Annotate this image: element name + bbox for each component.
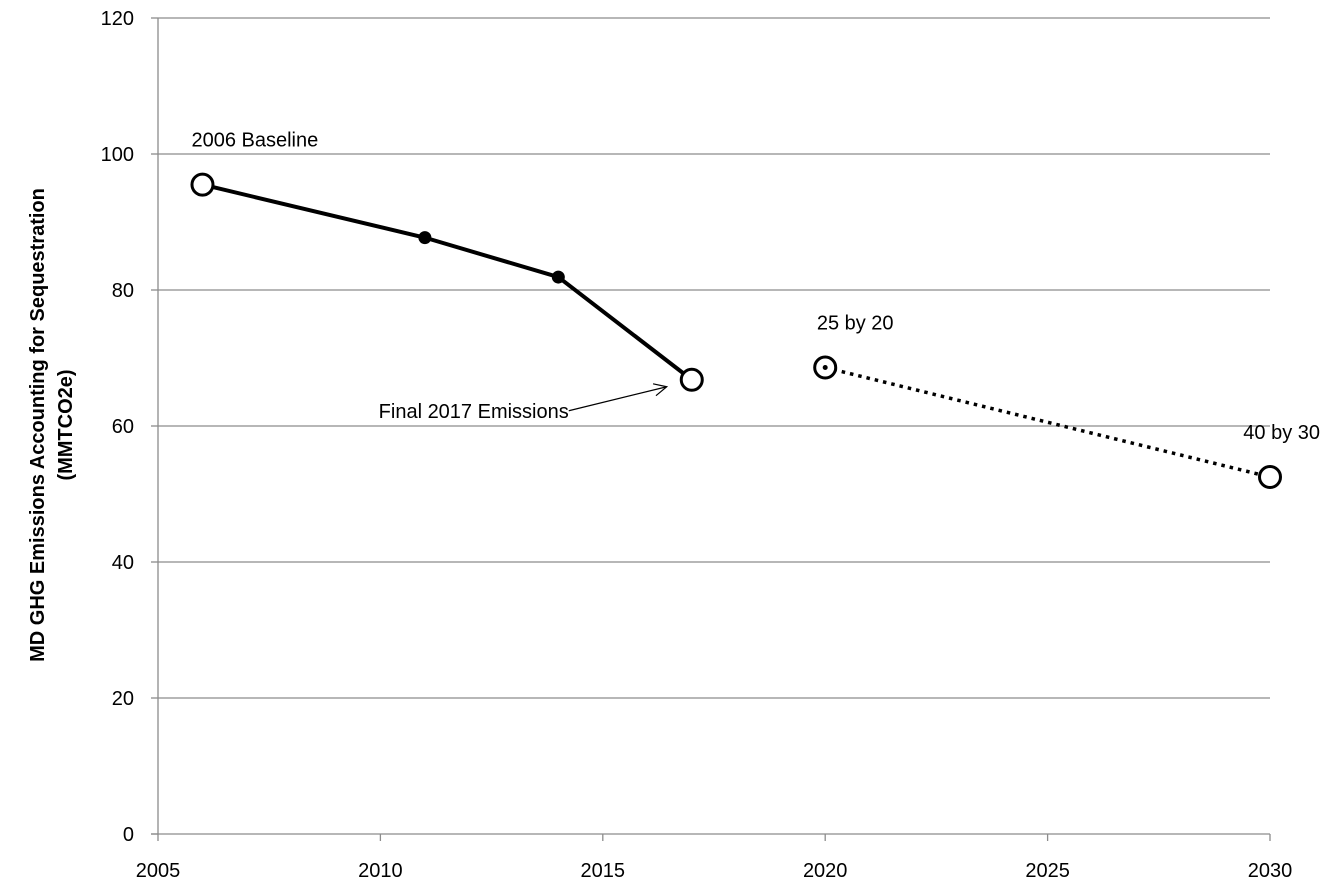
y-axis-label: MD GHG Emissions Accounting for Sequestr… <box>27 188 49 662</box>
series-1-point-2011 <box>418 231 432 245</box>
y-axis-unit-label: (MMTCO2e) <box>55 369 77 480</box>
annotation-final-2017-emissions: Final 2017 Emissions <box>379 401 569 423</box>
x-tick-label-2010: 2010 <box>358 860 403 882</box>
y-tick-label-60: 60 <box>112 416 134 438</box>
series-2-point-2020-center <box>822 365 828 371</box>
annotations: 2006 Baseline 25 by 20 40 by 30 Final 2017 … <box>191 130 1320 444</box>
y-tick-label-40: 40 <box>112 552 134 574</box>
annotation-2006-baseline: 2006 Baseline <box>191 130 318 152</box>
annotation-final-2017-emissions-arrow-head <box>652 383 669 397</box>
axes <box>151 17 1271 841</box>
x-tick-label-2020: 2020 <box>803 860 848 882</box>
series-2-line <box>824 365 1271 479</box>
annotation-40-by-30: 40 by 30 <box>1243 422 1320 444</box>
x-tick-labels: 2005 2010 2015 2020 2025 2030 <box>136 860 1293 882</box>
x-tick-label-2025: 2025 <box>1025 860 1070 882</box>
y-tick-label-20: 20 <box>112 688 134 710</box>
y-tick-label-100: 100 <box>101 144 134 166</box>
annotation-25-by-20: 25 by 20 <box>817 313 894 335</box>
series-1-point-2006 <box>190 172 215 197</box>
x-tick-label-2030: 2030 <box>1248 860 1293 882</box>
y-tick-label-0: 0 <box>123 824 134 846</box>
series-1-point-2017 <box>679 367 704 392</box>
grid-lines <box>158 17 1270 699</box>
series-1-point-2014 <box>551 270 565 284</box>
series-group <box>190 172 1282 489</box>
series-2-point-2030 <box>1258 465 1282 489</box>
x-tick-label-2005: 2005 <box>136 860 181 882</box>
series-1-line <box>202 182 693 382</box>
y-tick-label-120: 120 <box>101 8 134 30</box>
y-tick-label-80: 80 <box>112 280 134 302</box>
x-tick-label-2015: 2015 <box>581 860 626 882</box>
y-tick-labels: 0 20 40 60 80 100 120 <box>101 8 134 846</box>
annotation-final-2017-emissions-arrow-line <box>568 386 667 412</box>
